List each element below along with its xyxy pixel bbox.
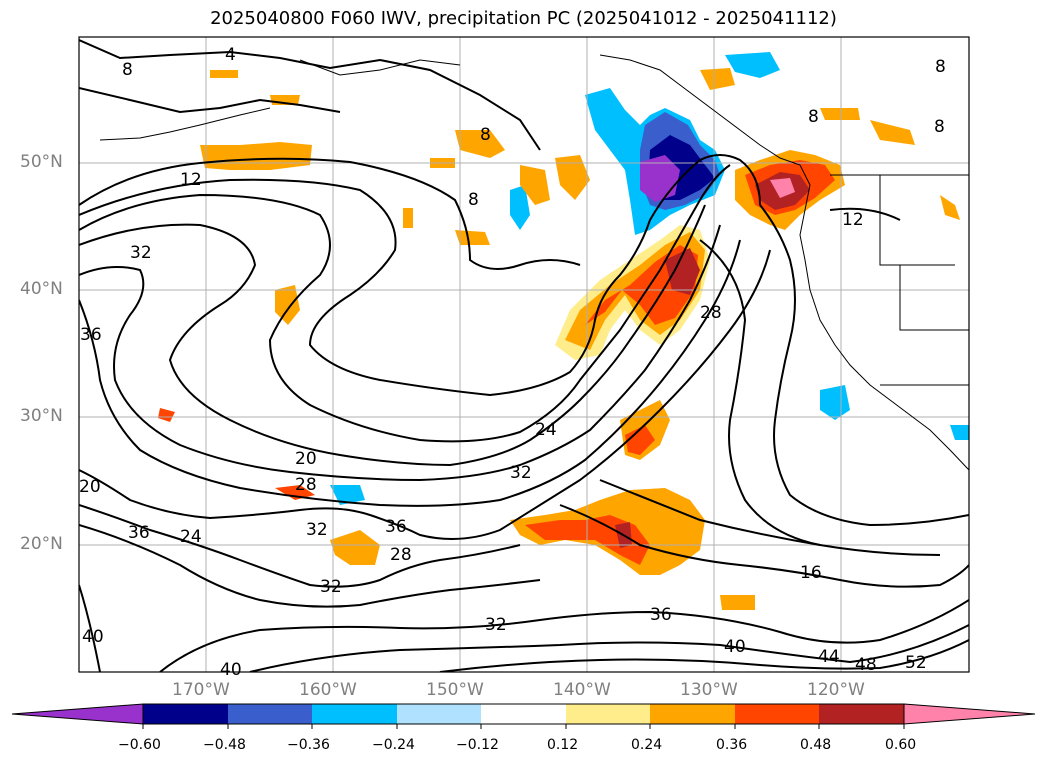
precip-pos-0.36 (275, 485, 315, 500)
colorbar-segment (650, 704, 735, 724)
colorbar-extend-left (11, 703, 144, 725)
contour-label: 52 (905, 653, 927, 673)
map-background (79, 37, 969, 672)
colorbar-segment (566, 704, 650, 724)
precip-pos-0.36 (158, 408, 175, 422)
contour-label: 28 (390, 545, 412, 565)
precip-pos-0.24 (275, 285, 300, 325)
lon-label: 170°W (172, 680, 230, 700)
precip-neg-small (820, 385, 850, 420)
lat-label: 30°N (20, 406, 63, 426)
coastlines (99, 54, 969, 471)
contour-label: 36 (128, 523, 150, 543)
colorbar-outline (142, 703, 905, 725)
contour-label: 28 (700, 303, 722, 323)
map-title: 2025040800 F060 IWV, precipitation PC (2… (210, 8, 837, 29)
colorbar-segment (735, 704, 819, 724)
contour-label: 8 (935, 57, 946, 77)
colorbar-segment (312, 704, 397, 724)
contour-label: 36 (385, 517, 407, 537)
contour-label: 32 (130, 243, 152, 263)
precip-pos-0.24 (403, 208, 413, 228)
lon-label: 120°W (807, 680, 865, 700)
colorbar-tick-label: −0.12 (456, 737, 499, 753)
lon-label: 160°W (299, 680, 357, 700)
contour-label: 8 (122, 60, 133, 80)
contour-label: 40 (82, 627, 104, 647)
colorbar-segment (819, 704, 904, 724)
lat-label: 40°N (20, 279, 63, 299)
precip-pos-0.24 (330, 530, 380, 565)
colorbar-tick-marks (142, 724, 905, 729)
colorbar (11, 703, 1036, 729)
precip-pos-0.24 (870, 120, 915, 145)
contour-label: 8 (934, 117, 945, 137)
contour-label: 12 (180, 170, 202, 190)
precip-pos-0.24 (720, 595, 755, 610)
map-frame (78, 36, 970, 673)
precip-pos-0.36 (625, 425, 655, 455)
contour-label: 28 (295, 475, 317, 495)
contour-label: 8 (480, 125, 491, 145)
contour-label: 36 (650, 605, 672, 625)
contour-label: 8 (808, 107, 819, 127)
colorbar-tick-label: −0.36 (287, 737, 330, 753)
iwv-contours (79, 39, 969, 672)
colorbar-segment (481, 704, 566, 724)
contour-label: 32 (485, 615, 507, 635)
lon-label: 150°W (426, 680, 484, 700)
colorbar-tick-label: −0.24 (372, 737, 415, 753)
colorbar-segment (228, 704, 312, 724)
precip-neg-small (725, 52, 780, 78)
precip-neg-small (950, 425, 969, 440)
contour-label: 20 (295, 449, 317, 469)
contour-label-group: 4 8 8 8 8 8 8 12 12 32 36 20 28 24 32 24… (79, 45, 946, 680)
contour-label: 8 (468, 190, 479, 210)
lat-label: 20°N (20, 534, 63, 554)
contour-label: 4 (225, 45, 236, 65)
gridlines (79, 37, 969, 672)
precip-pos-0.24 (200, 142, 312, 170)
contour-label: 44 (818, 647, 840, 667)
colorbar-tick-label: 0.12 (547, 737, 579, 753)
colorbar-segment (143, 704, 228, 724)
precip-pos-0.60 (770, 178, 795, 198)
precip-pos-0.24 (520, 165, 550, 205)
precip-pos-0.24 (940, 195, 960, 220)
precip-neg-small (510, 185, 530, 230)
colorbar-tick-label: 0.48 (800, 737, 832, 753)
contour-label: 36 (80, 325, 102, 345)
colorbar-tick-label: 0.60 (885, 737, 917, 753)
lat-label: 50°N (20, 152, 63, 172)
colorbar-tick-label: 0.24 (631, 737, 663, 753)
contour-label: 32 (510, 463, 532, 483)
contour-label: 24 (535, 420, 557, 440)
contour-label: 40 (220, 660, 242, 680)
precip-pos-0.24 (700, 68, 735, 90)
lon-label: 130°W (680, 680, 738, 700)
lon-label: 140°W (553, 680, 611, 700)
contour-label: 32 (306, 520, 328, 540)
contour-label: 12 (842, 210, 864, 230)
precip-pos-0.24 (455, 130, 505, 158)
precip-pos-0.24 (820, 108, 860, 120)
colorbar-tick-label: 0.36 (716, 737, 748, 753)
contour-label: 40 (724, 637, 746, 657)
colorbar-tick-label: −0.48 (203, 737, 246, 753)
contour-label: 20 (79, 477, 101, 497)
colorbar-tick-label: −0.60 (118, 737, 161, 753)
precip-pos-0.24 (455, 230, 490, 245)
precip-pos-0.48 (665, 248, 700, 295)
contour-label: 48 (855, 655, 877, 675)
contour-label: 16 (800, 563, 822, 583)
precip-neg-small (330, 485, 365, 505)
precip-pos-0.24 (555, 155, 590, 200)
contour-label: 32 (320, 577, 342, 597)
colorbar-segment (397, 704, 481, 724)
precip-pos-0.24 (210, 70, 238, 78)
colorbar-extend-right (903, 703, 1036, 725)
contour-label: 24 (180, 527, 202, 547)
